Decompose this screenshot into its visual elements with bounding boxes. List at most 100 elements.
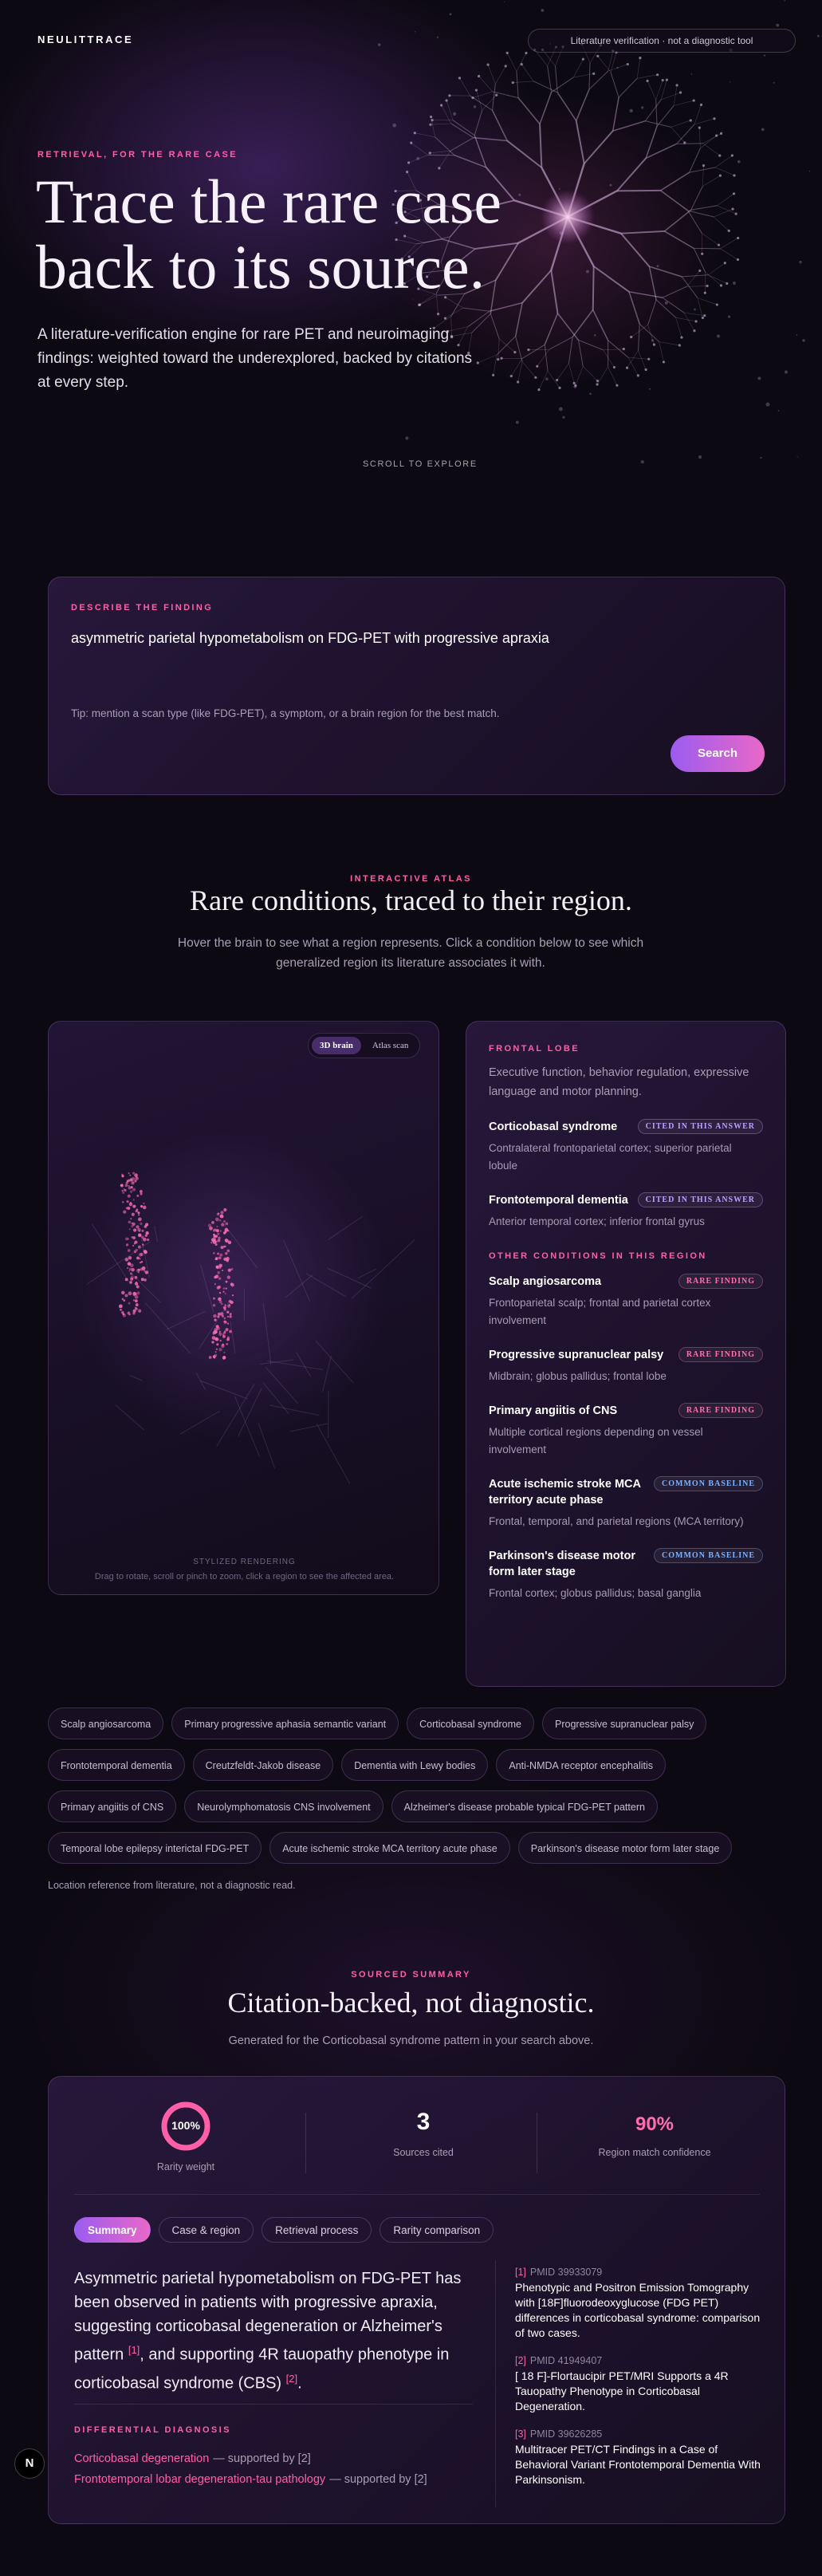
highlight-dot: [136, 1194, 140, 1197]
highlight-dot: [223, 1220, 226, 1223]
highlight-dot: [224, 1231, 227, 1234]
condition-chip[interactable]: Creutzfeldt-Jakob disease: [192, 1749, 334, 1781]
particle: [760, 456, 762, 459]
condition-item[interactable]: Primary angiitis of CNS RARE FINDING Multi…: [489, 1403, 763, 1459]
neuron-branch: [647, 81, 656, 100]
condition-chip[interactable]: Anti-NMDA receptor encephalitis: [496, 1749, 666, 1781]
view-toggle: 3D brain Atlas scan: [308, 1033, 421, 1058]
highlight-dot: [225, 1280, 228, 1283]
tab[interactable]: Retrieval process: [262, 2217, 372, 2243]
condition-chip[interactable]: Primary progressive aphasia semantic var…: [171, 1707, 399, 1739]
highlight-dot: [221, 1223, 225, 1227]
highlight-dot: [134, 1180, 137, 1183]
brand[interactable]: NEULITTRACE: [37, 33, 134, 45]
citation-marker[interactable]: [2]: [285, 2372, 298, 2385]
neuron-branch: [608, 340, 629, 358]
neuron-branch: [612, 120, 646, 132]
brain-panel[interactable]: 3D brain Atlas scan STYLIZED RENDERING D…: [48, 1021, 439, 1595]
condition-chip[interactable]: Acute ischemic stroke MCA territory acut…: [269, 1832, 510, 1864]
neuron-branch: [447, 326, 468, 332]
particle: [392, 123, 397, 128]
differential-support: — supported by [2]: [329, 2473, 427, 2486]
fiber: [144, 1302, 191, 1354]
condition-item[interactable]: Acute ischemic stroke MCA territory acut…: [489, 1476, 763, 1530]
highlight-dot: [132, 1181, 135, 1184]
highlight-dot: [137, 1245, 141, 1249]
paragraph-text: Asymmetric parietal hypometabolism on FD…: [74, 2270, 462, 2364]
condition-item[interactable]: Progressive supranuclear palsy RARE FINDI…: [489, 1347, 763, 1385]
neuron-branch: [645, 120, 671, 128]
highlight-dot: [212, 1355, 216, 1358]
condition-chip[interactable]: Dementia with Lewy bodies: [341, 1749, 489, 1781]
condition-item[interactable]: Corticobasal syndrome CITED IN THIS ANSWE…: [489, 1119, 763, 1175]
citation-pmid: PMID 41949407: [529, 2355, 603, 2366]
condition-item[interactable]: Frontotemporal dementia CITED IN THIS ANS…: [489, 1192, 763, 1231]
neuron-tip: [678, 344, 681, 347]
condition-description: Midbrain; globus pallidus; frontal lobe: [489, 1370, 667, 1382]
neuron-branch: [521, 344, 545, 360]
citation[interactable]: [1] PMID 39933079 Phenotypic and Positron …: [515, 2267, 766, 2341]
highlight-dot: [222, 1257, 226, 1261]
differential-list: Corticobasal degeneration — supported by …: [74, 2448, 489, 2490]
citation[interactable]: [3] PMID 39626285 Multitracer PET/CT Findi…: [515, 2428, 766, 2487]
condition-chip[interactable]: Frontotemporal dementia: [48, 1749, 185, 1781]
neuron-tip: [694, 320, 698, 323]
condition-chip[interactable]: Alzheimer's disease probable typical FDG…: [391, 1790, 658, 1822]
app-logo[interactable]: N: [14, 2448, 45, 2479]
tab[interactable]: Summary: [74, 2217, 151, 2243]
particle: [541, 9, 545, 12]
neuron-tip: [680, 336, 683, 339]
neuron-branch: [715, 167, 735, 176]
citation-title: Phenotypic and Positron Emission Tomogra…: [515, 2281, 761, 2339]
particle: [784, 370, 788, 374]
condition-chip[interactable]: Corticobasal syndrome: [407, 1707, 534, 1739]
highlight-dot: [229, 1315, 232, 1318]
neuron-branch: [440, 261, 447, 282]
condition-chip[interactable]: Neurolymphomatosis CNS involvement: [184, 1790, 383, 1822]
neuron-branch: [637, 74, 658, 79]
highlight-dot: [226, 1310, 230, 1314]
highlight-dot: [128, 1172, 130, 1175]
neuron-branch: [717, 193, 734, 207]
neuron-branch: [547, 371, 560, 388]
neuron-branch: [655, 99, 658, 127]
differential-name[interactable]: Corticobasal degeneration: [74, 2452, 210, 2465]
search-button[interactable]: Search: [671, 735, 765, 772]
citation-marker[interactable]: [1]: [128, 2344, 140, 2356]
neuron-branch: [487, 64, 496, 85]
particle: [732, 281, 736, 285]
condition-item[interactable]: Scalp angiosarcoma RARE FINDING Frontopari…: [489, 1274, 763, 1329]
highlight-dot: [140, 1252, 144, 1257]
neuron-branch: [521, 270, 553, 304]
neuron-tip: [678, 91, 682, 94]
condition-chip[interactable]: Primary angiitis of CNS: [48, 1790, 177, 1822]
neuron-tip: [719, 132, 723, 135]
toggle-option[interactable]: 3D brain: [312, 1037, 361, 1054]
tab[interactable]: Rarity comparison: [380, 2217, 494, 2243]
neuron-tip: [403, 211, 407, 214]
condition-chip[interactable]: Temporal lobe epilepsy interictal FDG-PE…: [48, 1832, 262, 1864]
neuron-branch: [471, 199, 515, 212]
highlight-dot: [136, 1256, 140, 1260]
scroll-hint[interactable]: SCROLL TO EXPLORE: [363, 459, 478, 469]
neuron-branch: [441, 104, 452, 124]
search-input[interactable]: asymmetric parietal hypometabolism on FD…: [71, 630, 549, 646]
toggle-option[interactable]: Atlas scan: [372, 1041, 409, 1050]
neuron-branch: [660, 171, 690, 191]
citation[interactable]: [2] PMID 41949407 [ 18 F]-Flortaucipir PET…: [515, 2355, 766, 2414]
neuron-tip: [592, 72, 596, 75]
neuron-branch: [517, 97, 541, 125]
condition-item[interactable]: Parkinson's disease motor form later sta…: [489, 1548, 763, 1602]
highlight-dot: [120, 1184, 124, 1187]
brain-render[interactable]: [49, 1022, 439, 1595]
highlight-dot: [222, 1306, 226, 1310]
highlight-dot: [131, 1181, 135, 1185]
hero-description: A literature-verification engine for rar…: [37, 326, 473, 391]
condition-chip[interactable]: Scalp angiosarcoma: [48, 1707, 164, 1739]
differential-name[interactable]: Frontotemporal lobar degeneration-tau pa…: [74, 2473, 326, 2486]
neuron-branch: [420, 199, 424, 221]
condition-chip[interactable]: Parkinson's disease motor form later sta…: [517, 1832, 733, 1864]
tab[interactable]: Case & region: [158, 2217, 254, 2243]
highlight-dot: [122, 1191, 125, 1194]
condition-chip[interactable]: Progressive supranuclear palsy: [542, 1707, 707, 1739]
